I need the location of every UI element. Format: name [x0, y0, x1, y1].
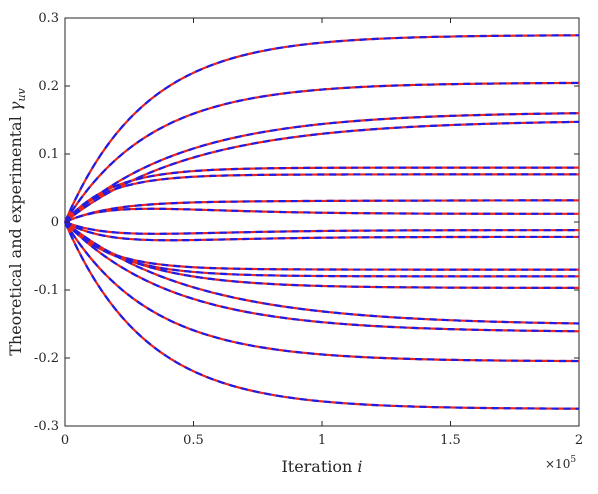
experimental-curve-5	[64, 166, 579, 223]
x-tick-label: 1	[318, 433, 326, 448]
experimental-curve-13	[64, 221, 579, 289]
x-axis-multiplier: ×105	[545, 455, 576, 471]
experimental-curve-6	[64, 173, 579, 223]
x-tick-label: 1.5	[440, 433, 461, 448]
y-tick-label: 0.1	[38, 147, 59, 162]
experimental-curve-3	[64, 112, 580, 223]
y-tick-label: -0.2	[34, 351, 59, 366]
plot-area	[64, 17, 580, 427]
x-tick-label: 2	[575, 433, 583, 448]
experimental-curve-17	[63, 221, 580, 410]
experimental-curve-1	[63, 34, 580, 223]
y-axis-label: Theoretical and experimental γuv	[6, 87, 28, 355]
experimental-curve-11	[64, 221, 579, 271]
y-tick-label: 0	[51, 215, 59, 230]
axis-ticks: 0 0.5 1 1.5 2 -0.3 -0.2 -0.1 0 0.1 0.2 0.3	[34, 11, 583, 448]
y-tick-label: 0.2	[38, 79, 59, 94]
experimental-curve-15	[64, 221, 580, 333]
series-lines	[63, 34, 580, 410]
y-tick-label: 0.3	[38, 11, 59, 26]
experimental-curve-7	[64, 199, 579, 224]
experimental-curve-9	[64, 220, 579, 235]
experimental-curve-12	[64, 221, 579, 278]
x-tick-label: 0.5	[183, 433, 204, 448]
experimental-curve-16	[64, 221, 580, 363]
experimental-curve-8	[64, 207, 579, 224]
x-tick-label: 0	[61, 433, 69, 448]
experimental-curve-14	[64, 221, 580, 325]
x-axis-label: Iteration i	[281, 457, 362, 476]
y-tick-label: -0.1	[34, 283, 59, 298]
y-tick-label: -0.3	[34, 419, 59, 434]
experimental-curve-4	[64, 120, 580, 223]
experimental-curve-2	[64, 81, 580, 223]
experimental-curve-10	[64, 221, 579, 242]
